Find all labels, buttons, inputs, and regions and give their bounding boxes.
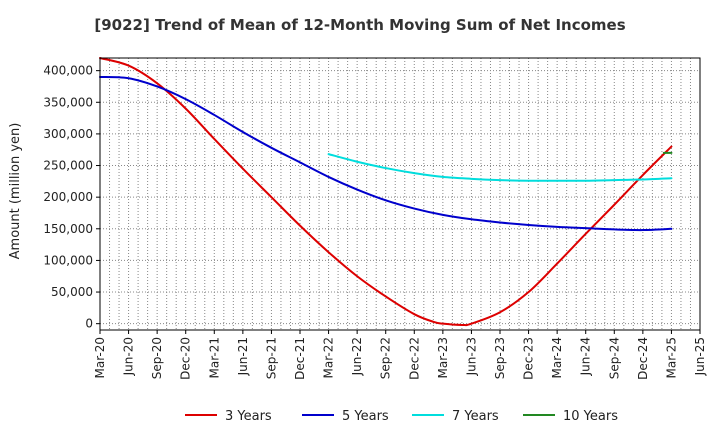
x-tick-label: Mar-20 (93, 337, 107, 378)
series-line-5-years (99, 75, 673, 232)
y-tick-label: 400,000 (43, 64, 93, 78)
legend-label-10-years: 10 Years (563, 409, 618, 424)
x-tick-label: Jun-25 (693, 337, 707, 376)
y-tick-label: 300,000 (43, 127, 93, 141)
legend-label-3-years: 3 Years (225, 409, 272, 424)
x-tick-label: Mar-25 (664, 337, 678, 378)
x-tick-label: Dec-21 (293, 337, 307, 380)
y-tick-label: 0 (85, 317, 93, 331)
x-tick-label: Sep-20 (150, 337, 164, 379)
x-tick-label: Mar-23 (436, 337, 450, 378)
y-tick-label: 50,000 (51, 285, 93, 299)
plot-area (99, 57, 701, 331)
y-tick-label: 350,000 (43, 95, 93, 109)
series-line-3-years (99, 57, 673, 327)
x-tick-label: Mar-21 (207, 337, 221, 378)
y-axis-label: Amount (million yen) (8, 123, 23, 260)
legend-label-7-years: 7 Years (452, 409, 499, 424)
x-tick-label: Sep-21 (264, 337, 278, 379)
x-tick-label: Dec-20 (179, 337, 193, 380)
x-axis: Mar-20 Jun-20 Sep-20 Dec-20 Mar-21 Jun-21 Sep-… (93, 330, 707, 380)
x-tick-label: Jun-20 (122, 337, 136, 376)
x-tick-label: Jun-22 (350, 337, 364, 376)
x-tick-label: Mar-22 (322, 337, 336, 378)
x-tick-label: Mar-24 (550, 337, 564, 378)
x-tick-label: Dec-24 (636, 337, 650, 380)
series-line-7-years (327, 153, 673, 182)
grid (100, 58, 700, 330)
x-tick-label: Jun-23 (464, 337, 478, 376)
x-tick-label: Dec-22 (407, 337, 421, 380)
legend: 3 Years 5 Years 7 Years 10 Years (185, 409, 618, 424)
y-tick-label: 250,000 (43, 159, 93, 173)
x-tick-label: Sep-23 (493, 337, 507, 379)
series-group (99, 57, 673, 327)
chart-title: [9022] Trend of Mean of 12-Month Moving … (94, 16, 625, 34)
y-tick-label: 100,000 (43, 253, 93, 267)
x-tick-label: Dec-23 (522, 337, 536, 380)
x-tick-label: Jun-21 (236, 337, 250, 376)
x-tick-label: Jun-24 (579, 337, 593, 376)
y-tick-label: 200,000 (43, 190, 93, 204)
x-tick-label: Sep-24 (607, 337, 621, 379)
x-tick-label: Sep-22 (379, 337, 393, 379)
legend-label-5-years: 5 Years (342, 409, 389, 424)
y-axis: 0 50,000 100,000 150,000 200,000 250,000 300,0… (43, 64, 100, 331)
y-tick-label: 150,000 (43, 222, 93, 236)
